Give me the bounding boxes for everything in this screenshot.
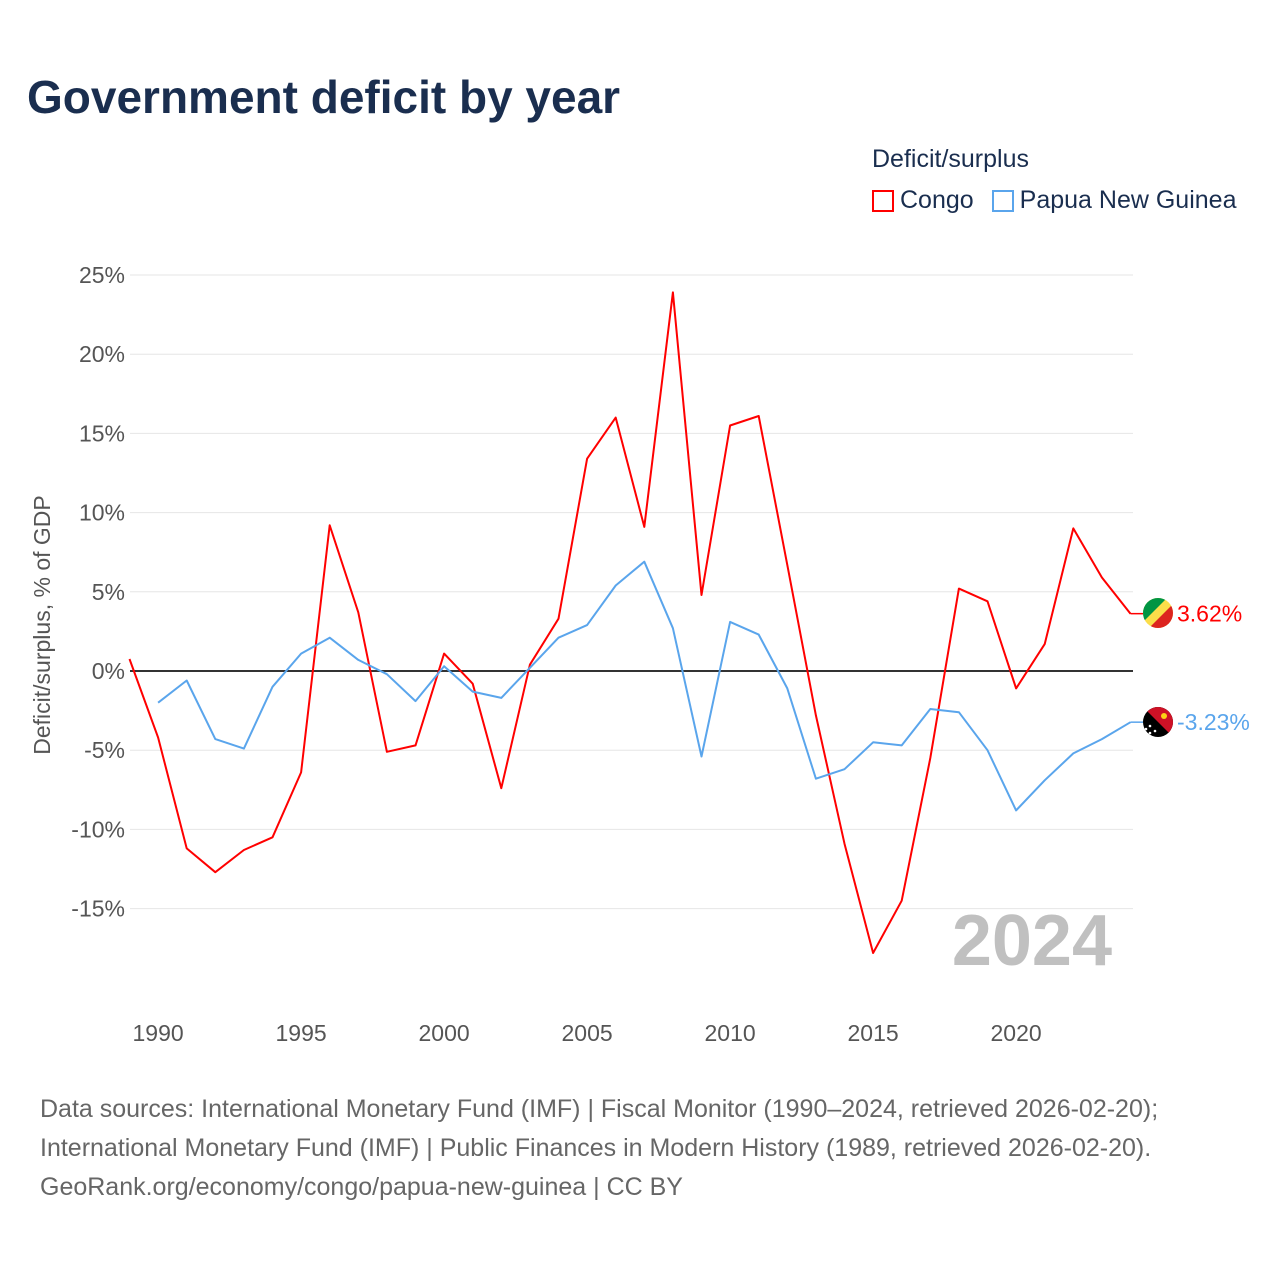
x-tick-label: 2015	[848, 1020, 899, 1046]
legend: Congo Papua New Guinea	[872, 186, 1236, 215]
chart-title: Government deficit by year	[27, 71, 621, 123]
legend-swatch-congo	[872, 189, 894, 212]
end-value-label: 3.62%	[1177, 601, 1242, 627]
y-tick-label: -15%	[71, 896, 125, 922]
y-tick-label: 25%	[79, 262, 125, 288]
png-flag-icon	[1143, 707, 1173, 737]
footer: Data sources: International Monetary Fun…	[40, 1090, 1158, 1207]
x-tick-label: 1995	[276, 1020, 327, 1046]
legend-label: Papua New Guinea	[1019, 186, 1237, 214]
legend-title: Deficit/surplus	[872, 145, 1029, 173]
y-tick-label: -5%	[84, 737, 125, 763]
x-tick-label: 2020	[991, 1020, 1042, 1046]
end-value-label: -3.23%	[1177, 709, 1250, 735]
x-tick-label: 2005	[562, 1020, 613, 1046]
x-tick-label: 2010	[705, 1020, 756, 1046]
legend-item-png[interactable]: Papua New Guinea	[991, 186, 1237, 215]
y-tick-label: 15%	[79, 420, 125, 446]
y-tick-label: 10%	[79, 500, 125, 526]
y-tick-label: -10%	[71, 816, 125, 842]
y-tick-label: 5%	[92, 579, 125, 605]
x-tick-label: 1990	[133, 1020, 184, 1046]
x-tick-label: 2000	[419, 1020, 470, 1046]
y-tick-label: 0%	[92, 658, 125, 684]
source-line-1: Data sources: International Monetary Fun…	[40, 1095, 1159, 1123]
y-tick-label: 20%	[79, 341, 125, 367]
source-line-2: International Monetary Fund (IMF) | Publ…	[40, 1134, 1152, 1162]
source-link[interactable]: GeoRank.org/economy/congo/papua-new-guin…	[40, 1173, 683, 1201]
series-line-congo	[128, 291, 1132, 954]
y-axis-label: Deficit/surplus, % of GDP	[29, 495, 55, 754]
series-line-papua-new-guinea	[157, 560, 1132, 812]
congo-flag-icon	[1143, 598, 1173, 628]
legend-label: Congo	[900, 186, 974, 214]
legend-swatch-png	[991, 189, 1014, 212]
legend-item-congo[interactable]: Congo	[872, 186, 974, 215]
year-watermark: 2024	[952, 901, 1112, 981]
